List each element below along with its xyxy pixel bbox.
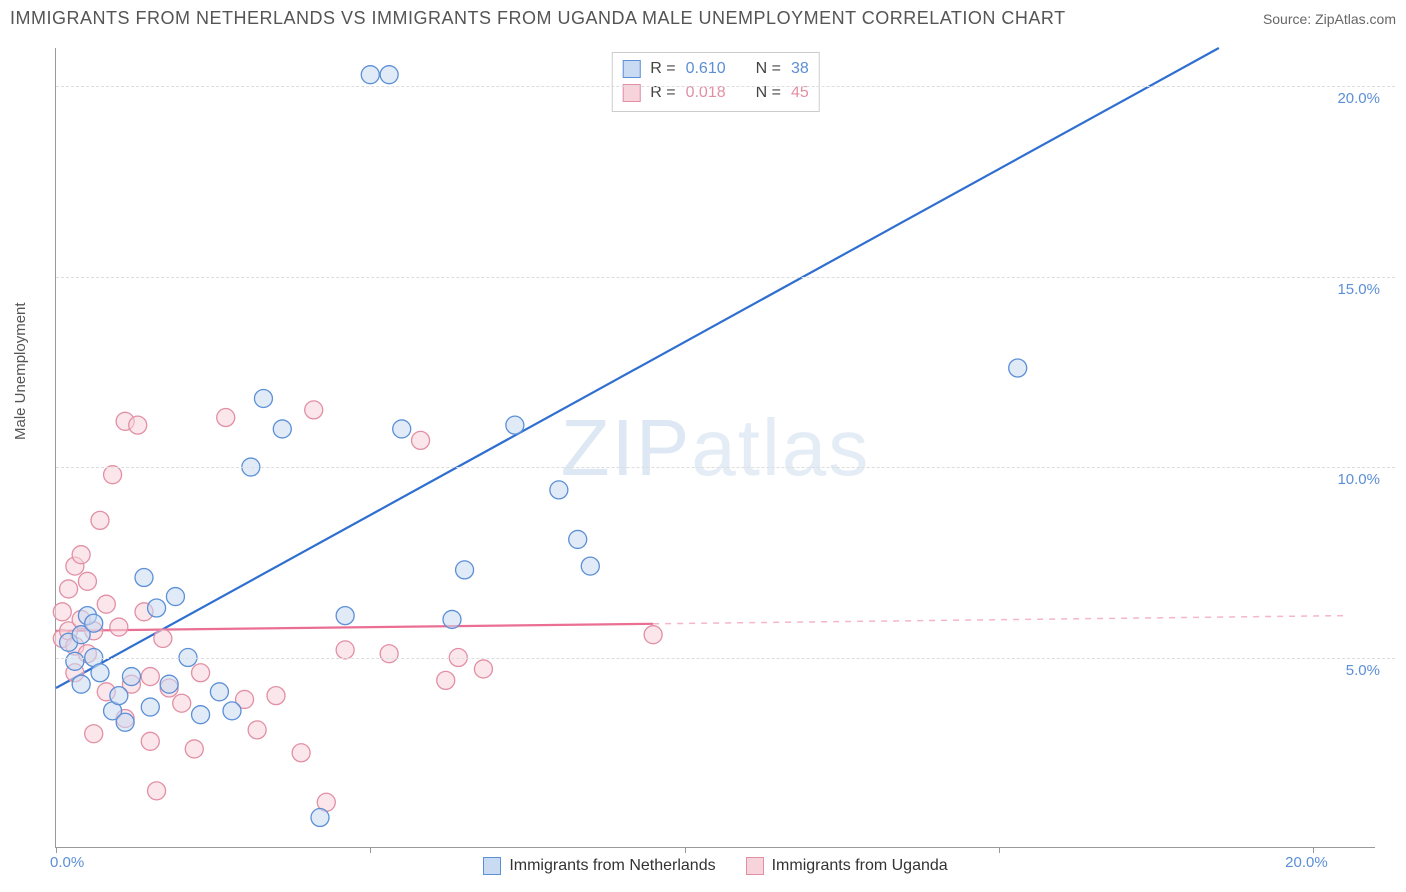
scatter-point: [160, 675, 178, 693]
scatter-point: [474, 660, 492, 678]
scatter-point: [166, 588, 184, 606]
scatter-point: [437, 671, 455, 689]
scatter-point: [644, 626, 662, 644]
scatter-point: [412, 431, 430, 449]
scatter-point: [292, 744, 310, 762]
x-tick-label: 0.0%: [50, 854, 84, 871]
scatter-point: [248, 721, 266, 739]
scatter-point: [148, 599, 166, 617]
scatter-point: [97, 595, 115, 613]
scatter-point: [192, 664, 210, 682]
scatter-point: [116, 713, 134, 731]
scatter-point: [223, 702, 241, 720]
y-tick-label: 15.0%: [1337, 281, 1380, 298]
scatter-point: [60, 580, 78, 598]
plot-area: ZIPatlas R = 0.610 N = 38 R = 0.018 N = …: [55, 48, 1375, 848]
scatter-point: [85, 614, 103, 632]
scatter-point: [66, 652, 84, 670]
y-tick-label: 5.0%: [1346, 662, 1380, 679]
scatter-point: [311, 809, 329, 827]
scatter-point: [154, 629, 172, 647]
legend-item-uganda: Immigrants from Uganda: [746, 857, 948, 875]
scatter-point: [254, 389, 272, 407]
scatter-point: [173, 694, 191, 712]
scatter-point: [185, 740, 203, 758]
scatter-point: [217, 409, 235, 427]
scatter-point: [135, 569, 153, 587]
scatter-point: [581, 557, 599, 575]
scatter-point: [141, 698, 159, 716]
scatter-point: [550, 481, 568, 499]
scatter-point: [110, 687, 128, 705]
series-legend: Immigrants from Netherlands Immigrants f…: [56, 857, 1375, 875]
scatter-point: [53, 603, 71, 621]
scatter-point: [273, 420, 291, 438]
scatter-point: [104, 466, 122, 484]
chart-title: IMMIGRANTS FROM NETHERLANDS VS IMMIGRANT…: [10, 8, 1066, 29]
scatter-svg: [56, 48, 1375, 847]
scatter-point: [569, 530, 587, 548]
scatter-point: [72, 675, 90, 693]
scatter-point: [129, 416, 147, 434]
scatter-point: [141, 732, 159, 750]
scatter-point: [78, 572, 96, 590]
x-tick-label: 20.0%: [1285, 854, 1328, 871]
scatter-point: [1009, 359, 1027, 377]
scatter-point: [380, 645, 398, 663]
scatter-point: [443, 610, 461, 628]
scatter-point: [91, 511, 109, 529]
scatter-point: [336, 641, 354, 659]
y-tick-label: 20.0%: [1337, 90, 1380, 107]
scatter-point: [305, 401, 323, 419]
swatch-blue-icon: [483, 857, 501, 875]
scatter-point: [210, 683, 228, 701]
scatter-point: [192, 706, 210, 724]
legend-item-netherlands: Immigrants from Netherlands: [483, 857, 715, 875]
scatter-point: [148, 782, 166, 800]
scatter-point: [361, 66, 379, 84]
scatter-point: [141, 668, 159, 686]
scatter-point: [506, 416, 524, 434]
scatter-point: [456, 561, 474, 579]
y-tick-label: 10.0%: [1337, 471, 1380, 488]
scatter-point: [91, 664, 109, 682]
source-label: Source: ZipAtlas.com: [1263, 11, 1396, 27]
y-axis-label: Male Unemployment: [12, 302, 29, 440]
legend-label-netherlands: Immigrants from Netherlands: [509, 857, 715, 875]
legend-label-uganda: Immigrants from Uganda: [772, 857, 948, 875]
scatter-point: [393, 420, 411, 438]
scatter-point: [110, 618, 128, 636]
scatter-point: [336, 607, 354, 625]
scatter-point: [380, 66, 398, 84]
scatter-point: [267, 687, 285, 705]
swatch-pink-icon: [746, 857, 764, 875]
scatter-point: [72, 546, 90, 564]
scatter-point: [85, 725, 103, 743]
scatter-point: [122, 668, 140, 686]
